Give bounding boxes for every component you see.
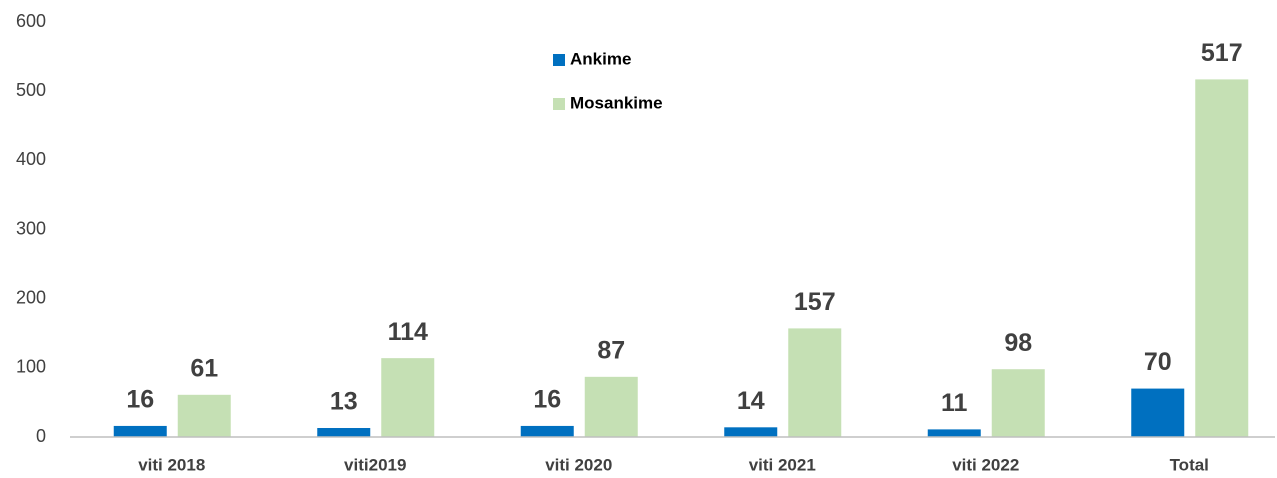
y-tick-label: 600 [16,11,46,31]
x-tick-label: Total [1170,455,1209,474]
legend-label: Ankime [570,49,631,68]
x-tick-label: viti 2018 [138,455,205,474]
legend-swatch [553,54,565,66]
bar [1131,388,1185,437]
data-label: 14 [737,387,765,415]
bar [927,429,981,437]
x-tick-label: viti 2021 [749,455,816,474]
data-label: 157 [794,288,836,316]
data-label: 87 [597,336,625,364]
x-tick-label: viti 2020 [545,455,612,474]
bar [317,428,371,437]
bar [724,427,778,437]
bar [1195,79,1249,438]
data-label: 13 [330,388,358,416]
bar [520,425,574,437]
data-label: 61 [190,354,218,382]
y-tick-label: 400 [16,149,46,169]
x-tick-label: viti 2022 [952,455,1019,474]
y-tick-label: 500 [16,80,46,100]
bar [381,358,435,437]
bar [788,328,842,437]
y-tick-label: 100 [16,357,46,377]
y-tick-label: 300 [16,218,46,238]
data-label: 11 [941,389,968,417]
bar [177,394,231,437]
bar [113,425,167,437]
bar [991,369,1045,437]
legend-swatch [553,98,565,110]
x-tick-label: viti2019 [344,455,406,474]
data-label: 517 [1201,39,1243,67]
data-label: 16 [533,386,561,414]
data-label: 16 [126,386,154,414]
data-label: 114 [388,318,428,346]
data-label: 98 [1004,329,1032,357]
legend-label: Mosankime [570,93,663,112]
bar [584,376,638,437]
y-tick-label: 200 [16,287,46,307]
data-label: 70 [1144,348,1172,376]
y-tick-label: 0 [36,426,46,446]
